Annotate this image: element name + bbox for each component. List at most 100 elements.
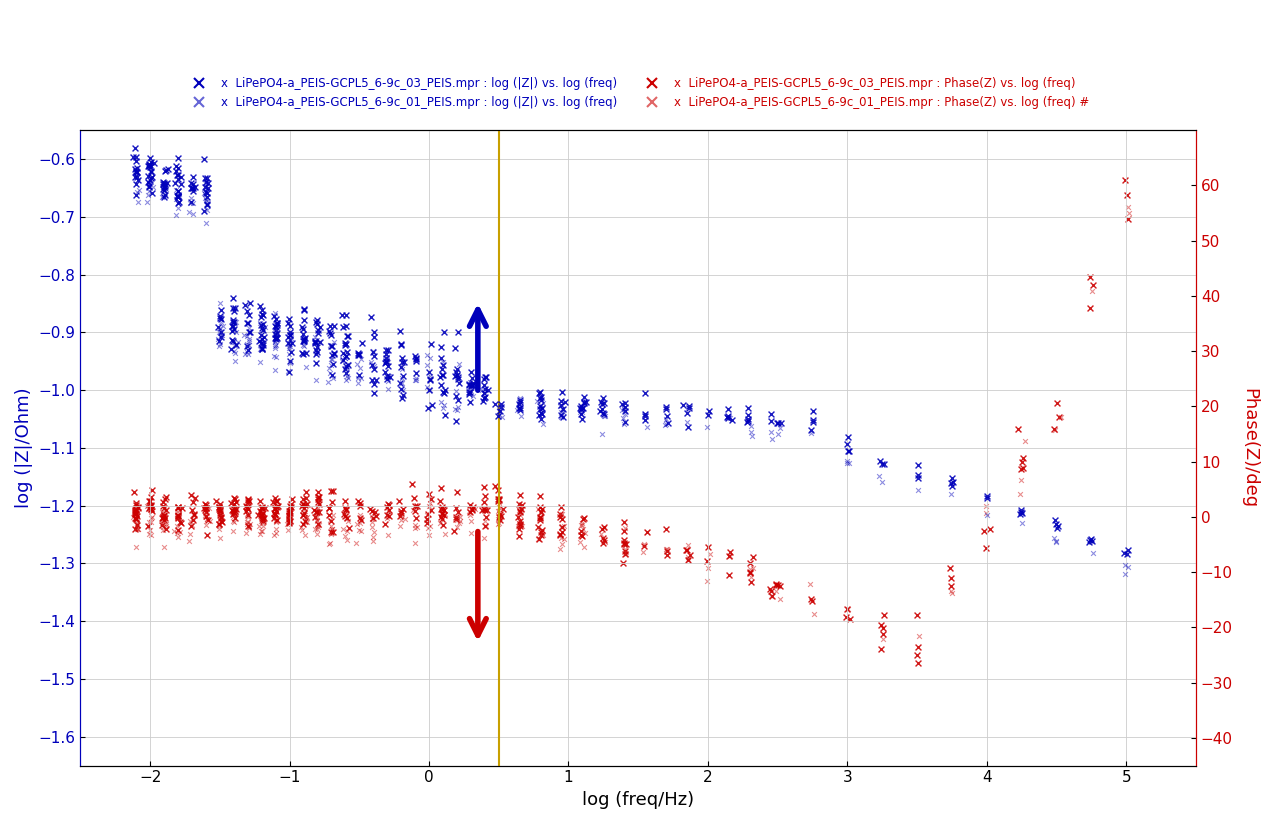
Point (223, 302, 243, 315)
Point (906, 648, 927, 662)
Point (390, 377, 410, 390)
Point (490, 513, 510, 527)
Point (168, 530, 188, 543)
Point (634, 537, 654, 550)
Point (570, 407, 591, 420)
Point (196, 204, 216, 217)
Point (593, 408, 614, 421)
Point (418, 508, 438, 522)
Point (635, 407, 656, 420)
Point (126, 512, 146, 525)
Point (168, 152, 188, 165)
Point (297, 491, 317, 504)
Point (476, 519, 496, 532)
Point (336, 359, 356, 372)
Point (941, 476, 961, 489)
Point (677, 552, 698, 565)
Point (321, 368, 341, 382)
Point (139, 176, 159, 190)
Point (196, 502, 216, 515)
Point (252, 342, 272, 355)
Point (350, 497, 370, 510)
Point (307, 340, 327, 353)
Point (719, 550, 740, 563)
Point (978, 508, 998, 522)
Point (252, 323, 272, 336)
Point (224, 305, 244, 318)
Point (488, 513, 508, 526)
Point (527, 503, 547, 516)
Point (717, 410, 737, 424)
Point (279, 506, 299, 519)
Point (294, 510, 314, 523)
Point (420, 493, 440, 506)
Point (594, 409, 615, 422)
Point (657, 545, 677, 558)
Point (236, 504, 256, 517)
Point (1050, 410, 1071, 424)
Point (126, 171, 146, 184)
Point (435, 409, 456, 422)
Point (266, 333, 286, 346)
Point (225, 354, 246, 368)
Point (279, 339, 299, 353)
Point (418, 522, 438, 535)
Point (153, 520, 173, 533)
Point (224, 510, 244, 523)
Point (209, 325, 229, 338)
Point (223, 291, 243, 304)
Point (552, 402, 573, 415)
Point (363, 344, 383, 358)
Point (196, 185, 216, 199)
Point (168, 185, 188, 198)
Point (550, 527, 570, 541)
Point (612, 398, 633, 411)
Point (336, 362, 356, 375)
Y-axis label: log (|Z|/Ohm): log (|Z|/Ohm) (15, 387, 33, 508)
Point (460, 386, 480, 399)
Point (183, 508, 204, 521)
Point (266, 316, 286, 330)
Point (225, 347, 246, 360)
Point (719, 411, 740, 424)
Point (1118, 201, 1138, 214)
Point (332, 354, 353, 368)
Point (154, 502, 174, 515)
Point (225, 302, 246, 315)
Point (321, 527, 341, 541)
Point (195, 508, 215, 522)
Point (238, 522, 258, 535)
Point (237, 517, 257, 531)
Point (209, 500, 229, 513)
Point (195, 192, 215, 205)
Point (123, 511, 144, 524)
Point (404, 492, 424, 505)
X-axis label: log (freq/Hz): log (freq/Hz) (582, 791, 694, 809)
Point (281, 336, 302, 349)
Point (509, 520, 530, 533)
Point (460, 386, 480, 400)
Point (574, 391, 594, 404)
Point (308, 502, 328, 515)
Point (475, 519, 495, 532)
Point (211, 510, 232, 523)
Point (307, 317, 327, 330)
Point (280, 504, 300, 517)
Point (337, 533, 358, 546)
Point (530, 403, 550, 416)
Point (141, 511, 162, 524)
Point (307, 334, 327, 347)
Point (336, 373, 356, 386)
Point (348, 347, 368, 360)
Point (155, 493, 176, 506)
Point (447, 369, 467, 382)
Point (297, 511, 317, 524)
Point (552, 405, 573, 419)
Point (264, 512, 284, 525)
Point (761, 585, 782, 598)
Point (1080, 302, 1100, 315)
Point (140, 152, 160, 165)
Point (351, 352, 372, 365)
Point (225, 503, 246, 516)
Point (308, 496, 328, 509)
